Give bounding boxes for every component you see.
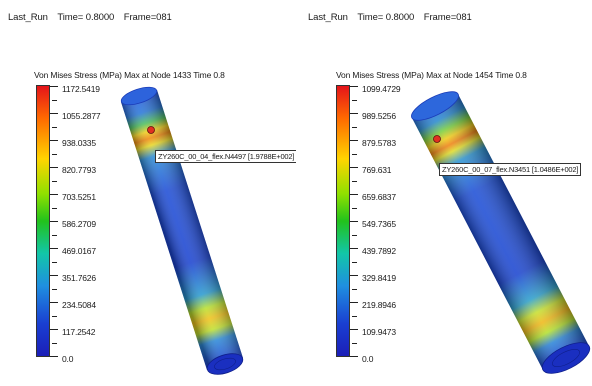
legend-label: 549.7365 (362, 219, 396, 229)
legend-label: 117.2542 (62, 327, 96, 337)
legend-label: 586.2709 (62, 219, 96, 229)
legend-label: 769.631 (362, 165, 392, 175)
color-scale-bar (336, 85, 350, 357)
legend-label: 820.7793 (62, 165, 96, 175)
legend-label: 659.6837 (362, 192, 396, 202)
run-header: Last_Run Time= 0.8000 Frame=081 (308, 12, 472, 23)
legend-title: Von Mises Stress (MPa) Max at Node 1433 … (34, 70, 225, 80)
legend-label: 1172.5419 (62, 84, 100, 94)
legend-label: 329.8419 (362, 273, 396, 283)
color-scale-bar (36, 85, 50, 357)
viewport-left[interactable]: Last_Run Time= 0.8000 Frame=081 Von Mise… (0, 0, 296, 386)
legend-label: 879.5783 (362, 138, 396, 148)
legend-label: 1055.2877 (62, 111, 101, 121)
legend-label: 0.0 (362, 354, 374, 364)
time-readout: Time= 0.8000 (57, 12, 115, 23)
legend-title: Von Mises Stress (MPa) Max at Node 1454 … (336, 70, 527, 80)
legend-label: 703.5251 (62, 192, 96, 202)
legend-label: 0.0 (62, 354, 74, 364)
stress-contour-beam[interactable] (296, 0, 592, 386)
node-probe-callout: ZY260C_00_07_flex.N3451 [1.0486E+002] (439, 163, 582, 176)
legend-label: 469.0167 (62, 246, 96, 256)
frame-readout: Frame=081 (423, 12, 472, 23)
run-name: Last_Run (308, 12, 348, 23)
viewport-right[interactable]: Last_Run Time= 0.8000 Frame=081 Von Mise… (296, 0, 592, 386)
legend-label: 938.0335 (62, 138, 96, 148)
legend-label: 234.5084 (62, 300, 96, 310)
frame-readout: Frame=081 (123, 12, 172, 23)
stress-contour-beam[interactable] (0, 0, 296, 386)
legend-label: 109.9473 (362, 327, 396, 337)
time-readout: Time= 0.8000 (357, 12, 415, 23)
legend-label: 1099.4729 (362, 84, 401, 94)
color-scale-ticks (50, 86, 90, 357)
legend-label: 989.5256 (362, 111, 396, 121)
legend-label: 351.7626 (62, 273, 96, 283)
color-scale-ticks (350, 86, 390, 357)
node-probe-callout: ZY260C_00_04_flex.N4497 [1.9788E+002] (155, 150, 296, 163)
run-header: Last_Run Time= 0.8000 Frame=081 (8, 12, 172, 23)
legend-label: 219.8946 (362, 300, 396, 310)
legend-label: 439.7892 (362, 246, 396, 256)
run-name: Last_Run (8, 12, 48, 23)
